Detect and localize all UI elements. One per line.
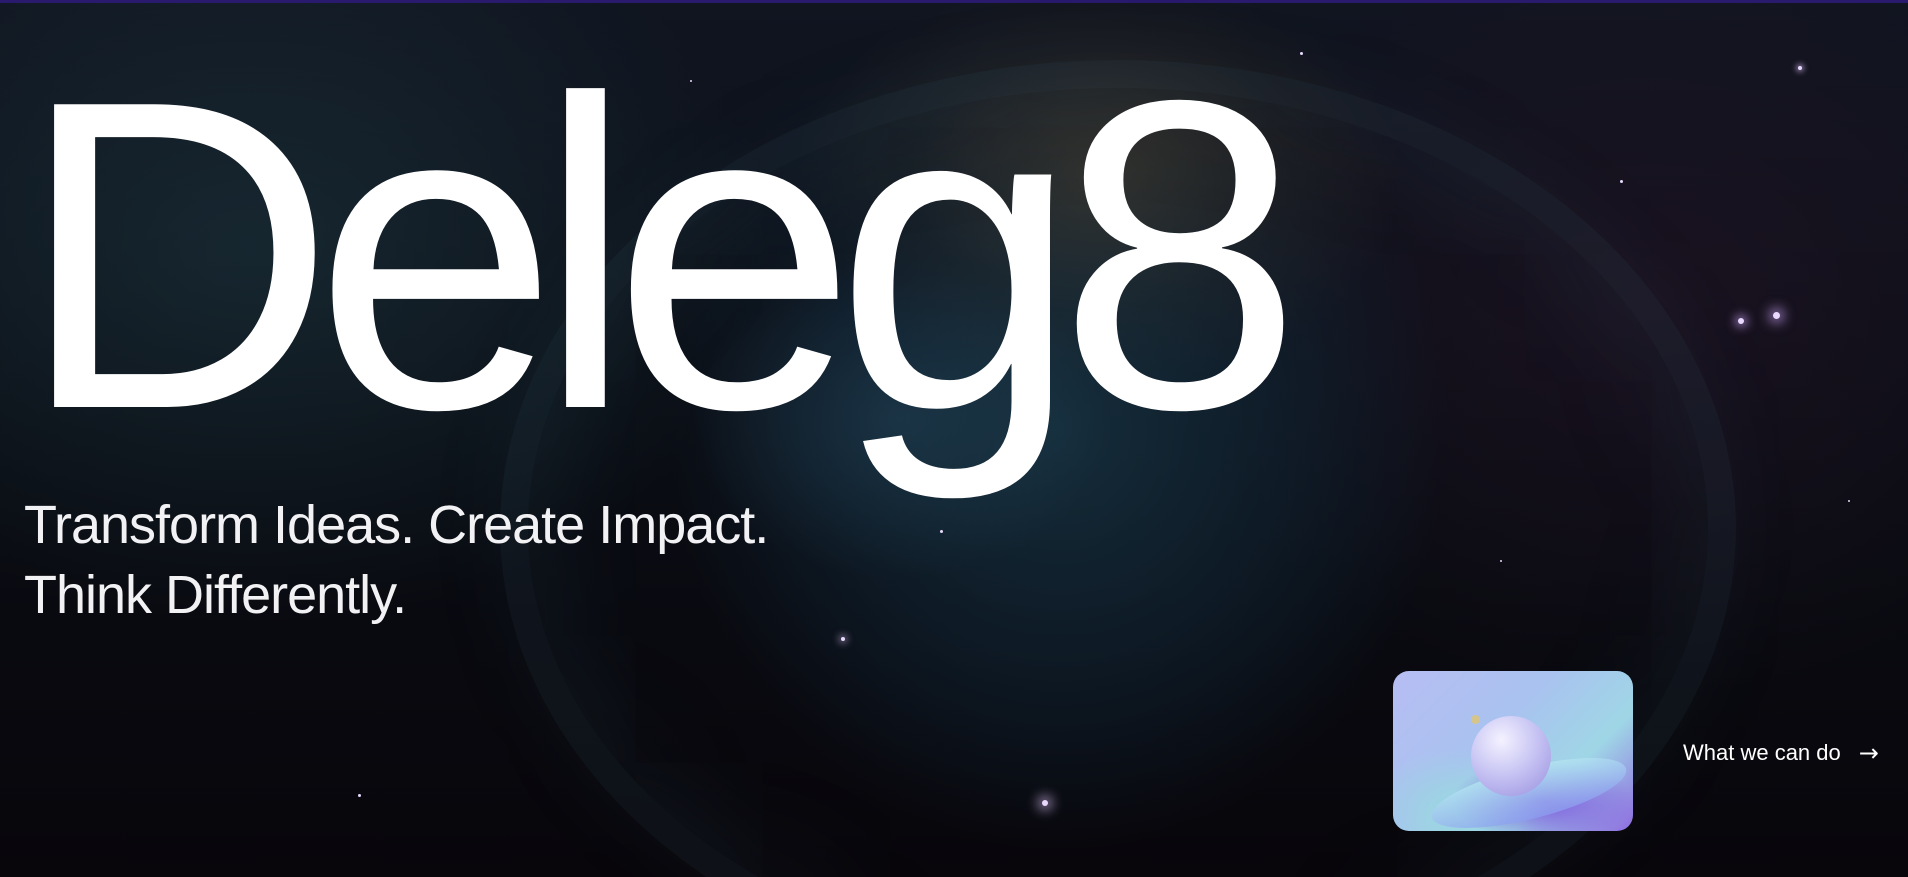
star-decoration [1773,312,1780,319]
planet-sphere-graphic [1471,716,1551,796]
top-accent-line [0,0,1908,3]
star-decoration [1798,66,1802,70]
brand-title: Deleg8 [18,10,1302,501]
star-decoration [1500,560,1502,562]
tagline-line-2: Think Differently. [24,565,407,625]
arrow-right-icon: → [1858,739,1879,767]
star-decoration [1300,52,1303,55]
star-decoration [940,530,943,533]
star-decoration [1620,180,1623,183]
star-decoration [358,794,361,797]
tagline-line-1: Transform Ideas. Create Impact. [24,495,769,555]
star-decoration [841,637,845,641]
cta-label: What we can do [1683,740,1841,765]
feature-thumbnail-card[interactable] [1393,671,1633,831]
hero-tagline: Transform Ideas. Create Impact. Think Di… [24,490,769,630]
star-decoration [690,80,692,82]
star-decoration [1848,500,1850,502]
star-decoration [1042,800,1048,806]
what-we-can-do-link[interactable]: What we can do → [1683,739,1879,767]
moon-graphic [1471,715,1480,724]
star-decoration [1738,318,1744,324]
